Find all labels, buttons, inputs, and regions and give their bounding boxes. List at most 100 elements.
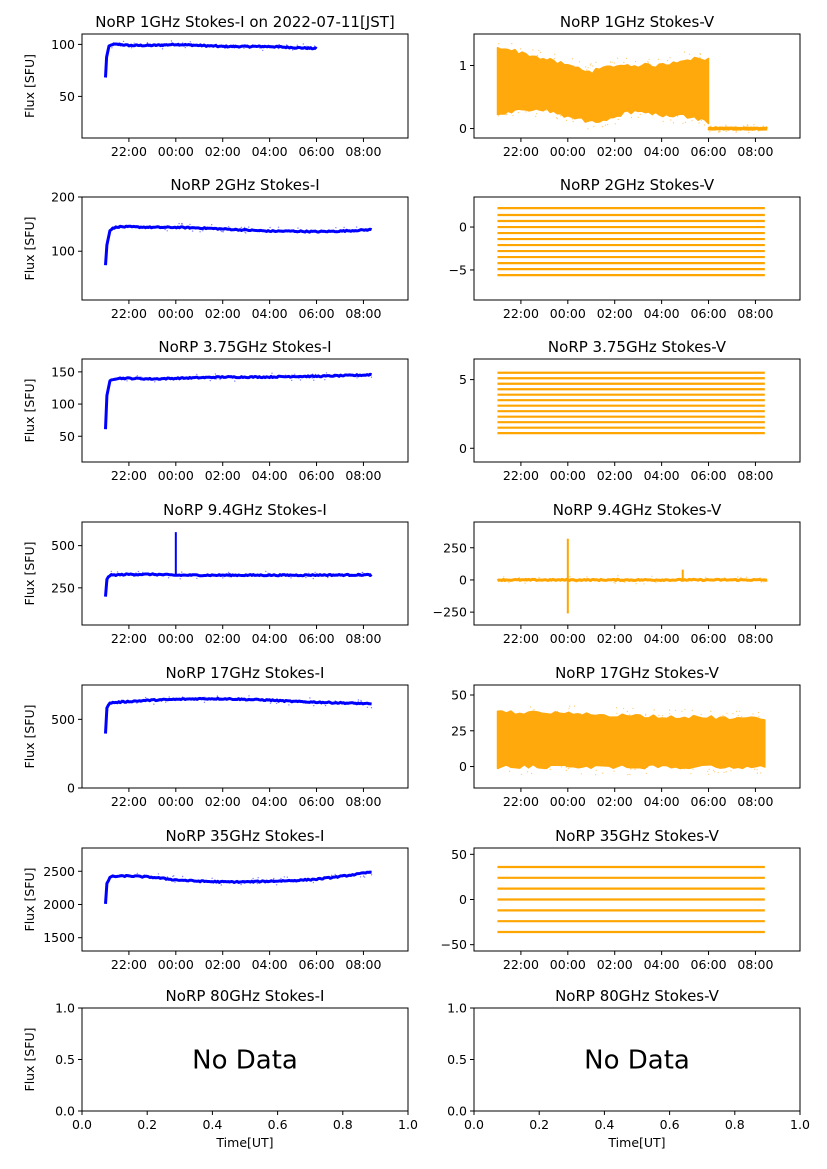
point-i1-0-12 — [170, 40, 173, 42]
xtick-label-v5-0: 22:00 — [503, 794, 539, 809]
point-v1-b75 — [539, 51, 542, 54]
xtick-label-i6-1: 00:00 — [158, 957, 194, 972]
point-v5-b11 — [567, 767, 569, 770]
point-v1-0-21 — [753, 124, 755, 126]
point-v1-0-39 — [746, 127, 748, 129]
point-v4-0-9 — [586, 579, 589, 581]
point-v5-b41 — [568, 708, 570, 710]
point-i1-0-0 — [259, 47, 261, 49]
point-i6-0-6 — [252, 877, 254, 880]
ytick-label-v1-0: 0 — [459, 121, 467, 136]
ytick-label-i6-2: 2500 — [43, 864, 75, 879]
point-v1-b42 — [683, 51, 686, 53]
point-v4-0-1 — [614, 582, 616, 584]
point-i6-0-20 — [172, 875, 174, 878]
xtick-label-i7-1: 0.2 — [137, 1117, 157, 1132]
data-v4 — [496, 538, 768, 614]
point-v4-0-12 — [635, 583, 637, 585]
point-i5-0-18 — [203, 701, 206, 703]
point-i2-0-22 — [185, 227, 187, 229]
ytick-label-v5-1: 25 — [451, 723, 467, 738]
panel-title-i6: NoRP 35GHz Stokes-I — [166, 827, 325, 845]
xtick-label-i1-4: 06:00 — [299, 144, 335, 159]
xtick-label-i3-0: 22:00 — [111, 468, 147, 483]
point-i3-0-22 — [298, 377, 300, 380]
panel-title-i5: NoRP 17GHz Stokes-I — [166, 664, 325, 682]
series-i6-0 — [104, 870, 372, 905]
point-v1-0-1 — [735, 130, 738, 132]
point-i6-0-15 — [257, 877, 259, 879]
point-i4-0-36 — [267, 572, 269, 574]
point-i3-0-20 — [334, 376, 336, 378]
ytick-label-i2-1: 200 — [51, 190, 75, 205]
axes-frame-i1 — [81, 33, 409, 139]
point-i6-0-17 — [286, 879, 288, 882]
point-v1-b2 — [553, 58, 556, 60]
point-v1-b35 — [498, 43, 500, 45]
point-v1-b47 — [613, 62, 615, 64]
panel-title-i4: NoRP 9.4GHz Stokes-I — [163, 501, 327, 519]
xtick-label-i7-3: 0.6 — [268, 1117, 288, 1132]
xtick-label-v4-0: 22:00 — [503, 631, 539, 646]
point-i3-0-27 — [325, 372, 328, 374]
point-i6-0-0 — [106, 882, 109, 885]
point-i6-0-8 — [240, 883, 242, 886]
panel-v3: NoRP 3.75GHz Stokes-V 0 5 22:00 00:00 02:00 04… — [459, 338, 801, 483]
data-v5 — [496, 705, 766, 776]
point-i1-0-32 — [292, 49, 294, 51]
point-v5-b68 — [613, 770, 615, 772]
xtick-label-i1-2: 02:00 — [205, 144, 241, 159]
xlabel-v7: Time[UT] — [607, 1135, 665, 1150]
point-v1-b40 — [568, 64, 570, 66]
series-i5-0 — [104, 696, 372, 734]
panel-title-i2: NoRP 2GHz Stokes-I — [170, 176, 319, 194]
point-i2-0-37 — [243, 226, 246, 229]
point-i5-0-31 — [324, 704, 327, 707]
ytick-label-v7-0: 0.0 — [447, 1104, 467, 1119]
xlabel-i7: Time[UT] — [215, 1135, 273, 1150]
point-v1-b74 — [630, 116, 633, 119]
point-v1-0-10 — [765, 128, 767, 131]
point-i5-0-29 — [136, 702, 138, 704]
point-v1-b54 — [626, 57, 628, 60]
point-i3-0-30 — [291, 379, 293, 382]
point-v4-0-8 — [518, 576, 520, 579]
point-i6-0-12 — [181, 875, 184, 878]
point-i5-0-17 — [358, 703, 360, 705]
point-i6-0-30 — [253, 879, 255, 882]
point-v5-b40 — [497, 768, 499, 770]
point-i5-0-37 — [353, 702, 355, 704]
xtick-label-i2-3: 04:00 — [252, 306, 288, 321]
point-v1-b39 — [623, 61, 625, 64]
point-i2-0-24 — [315, 231, 318, 234]
point-i2-0-30 — [181, 223, 183, 225]
point-i1-0-37 — [251, 44, 254, 46]
point-i6-0-33 — [286, 876, 288, 878]
point-i3-0-19 — [317, 374, 319, 376]
ylabel-i7: Flux [SFU] — [22, 1028, 37, 1092]
point-i3-0-14 — [324, 379, 326, 381]
point-v1-b55 — [556, 118, 559, 120]
point-v1-b51 — [528, 109, 530, 112]
point-i3-0-29 — [203, 376, 206, 379]
point-v5-b44 — [723, 771, 725, 773]
point-i5-0-9 — [248, 698, 250, 701]
point-v1-b41 — [565, 119, 568, 121]
point-v1-b9 — [572, 120, 574, 123]
point-i4-0-20 — [351, 574, 353, 576]
point-v1-0-28 — [762, 129, 764, 131]
series-v4-0 — [496, 577, 768, 582]
point-v1-0-27 — [741, 128, 744, 130]
point-v5-b27 — [527, 771, 529, 773]
point-i6-0-1 — [363, 876, 366, 878]
point-i1-0-29 — [243, 47, 245, 49]
point-v4-0-35 — [553, 580, 556, 582]
point-i2-0-13 — [296, 232, 298, 234]
axes-frame-i6 — [81, 847, 409, 952]
point-i3-0-21 — [234, 380, 236, 382]
point-v5-b48 — [623, 707, 625, 710]
point-v1-b32 — [604, 124, 607, 126]
xtick-label-v3-1: 00:00 — [550, 468, 586, 483]
point-v1-b15 — [666, 60, 669, 62]
point-v4-0-15 — [643, 583, 645, 585]
